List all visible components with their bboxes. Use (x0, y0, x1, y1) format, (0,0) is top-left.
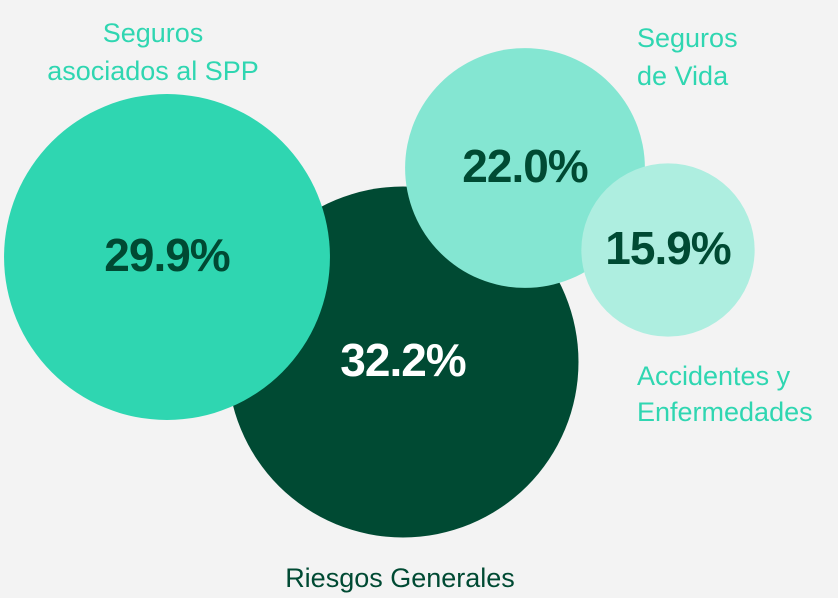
category-label: Seguros (103, 18, 204, 48)
category-label: Enfermedades (637, 397, 813, 427)
category-label: Seguros (637, 23, 738, 53)
value-label: 22.0% (462, 140, 588, 192)
bubble (581, 163, 755, 337)
value-label: 15.9% (605, 222, 731, 274)
bubble (4, 94, 330, 420)
category-label: de Vida (637, 61, 729, 91)
value-label: 29.9% (104, 229, 230, 281)
value-label: 32.2% (340, 334, 466, 386)
category-label: Accidentes y (637, 361, 791, 391)
category-label: Riesgos Generales (285, 563, 515, 593)
category-label: asociados al SPP (47, 56, 259, 86)
